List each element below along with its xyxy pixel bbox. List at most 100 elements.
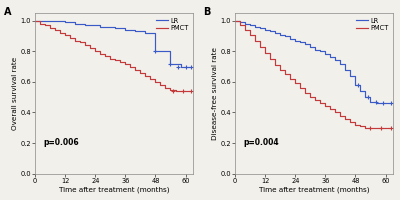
LR: [278, 33, 283, 36]
X-axis label: Time after treatment (months): Time after treatment (months): [259, 187, 369, 193]
PMCT: [333, 111, 338, 114]
PMCT: [103, 55, 108, 57]
LR: [343, 68, 348, 71]
PMCT: [58, 32, 62, 34]
LR: [183, 65, 188, 68]
LR: [338, 62, 343, 65]
PMCT: [178, 90, 183, 92]
LR: [238, 21, 242, 23]
Line: LR: LR: [35, 21, 190, 67]
PMCT: [373, 127, 378, 129]
LR: [103, 26, 108, 28]
PMCT: [308, 96, 313, 98]
PMCT: [63, 33, 68, 36]
PMCT: [113, 59, 118, 62]
LR: [318, 50, 323, 53]
LR: [288, 38, 293, 40]
PMCT: [328, 108, 333, 111]
PMCT: [298, 87, 303, 89]
LR: [153, 50, 158, 53]
LR: [353, 84, 358, 86]
PMCT: [133, 68, 138, 71]
LR: [73, 23, 78, 25]
LR: [373, 102, 378, 104]
PMCT: [128, 65, 133, 68]
PMCT: [148, 78, 153, 80]
LR: [368, 101, 373, 103]
LR: [118, 27, 123, 30]
LR: [83, 24, 88, 27]
LR: [173, 62, 178, 65]
Legend: LR, PMCT: LR, PMCT: [355, 16, 390, 33]
LR: [133, 30, 138, 33]
PMCT: [318, 102, 323, 104]
LR: [388, 102, 393, 104]
Y-axis label: Disease-free survival rate: Disease-free survival rate: [212, 47, 218, 140]
LR: [148, 32, 153, 34]
LR: [33, 20, 38, 22]
LR: [298, 41, 303, 43]
PMCT: [238, 24, 242, 27]
LR: [43, 20, 48, 22]
PMCT: [123, 62, 128, 65]
LR: [58, 20, 62, 22]
Text: A: A: [4, 7, 11, 17]
PMCT: [83, 44, 88, 46]
LR: [313, 49, 318, 51]
X-axis label: Time after treatment (months): Time after treatment (months): [59, 187, 169, 193]
PMCT: [253, 39, 258, 42]
LR: [263, 29, 268, 31]
LR: [268, 30, 273, 33]
LR: [188, 65, 193, 68]
LR: [233, 20, 238, 22]
PMCT: [243, 29, 248, 31]
PMCT: [108, 58, 113, 60]
LR: [328, 56, 333, 59]
LR: [258, 27, 262, 30]
LR: [113, 27, 118, 30]
PMCT: [183, 90, 188, 92]
LR: [123, 29, 128, 31]
LR: [53, 20, 58, 22]
LR: [253, 26, 258, 28]
LR: [93, 24, 98, 27]
PMCT: [353, 123, 358, 126]
LR: [48, 20, 52, 22]
LR: [168, 62, 173, 65]
LR: [293, 39, 298, 42]
LR: [108, 26, 113, 28]
Line: PMCT: PMCT: [235, 21, 390, 128]
PMCT: [233, 20, 238, 22]
PMCT: [323, 105, 328, 108]
Text: p=0.006: p=0.006: [43, 138, 79, 147]
PMCT: [33, 20, 38, 22]
LR: [98, 26, 103, 28]
Legend: LR, PMCT: LR, PMCT: [155, 16, 190, 33]
LR: [68, 21, 73, 23]
LR: [358, 90, 363, 92]
PMCT: [43, 24, 48, 27]
LR: [378, 102, 383, 104]
PMCT: [78, 41, 83, 43]
LR: [158, 50, 163, 53]
PMCT: [363, 127, 368, 129]
PMCT: [288, 78, 293, 80]
Y-axis label: Overall survival rate: Overall survival rate: [12, 57, 18, 130]
PMCT: [88, 47, 93, 49]
PMCT: [168, 88, 173, 91]
LR: [273, 32, 278, 34]
PMCT: [68, 36, 73, 39]
LR: [363, 96, 368, 98]
PMCT: [368, 127, 373, 129]
LR: [138, 30, 143, 33]
PMCT: [313, 99, 318, 101]
PMCT: [268, 58, 273, 60]
LR: [143, 32, 148, 34]
LR: [308, 46, 313, 48]
PMCT: [138, 72, 143, 74]
PMCT: [273, 64, 278, 66]
LR: [38, 20, 42, 22]
LR: [248, 24, 252, 27]
LR: [283, 35, 288, 37]
PMCT: [98, 53, 103, 56]
